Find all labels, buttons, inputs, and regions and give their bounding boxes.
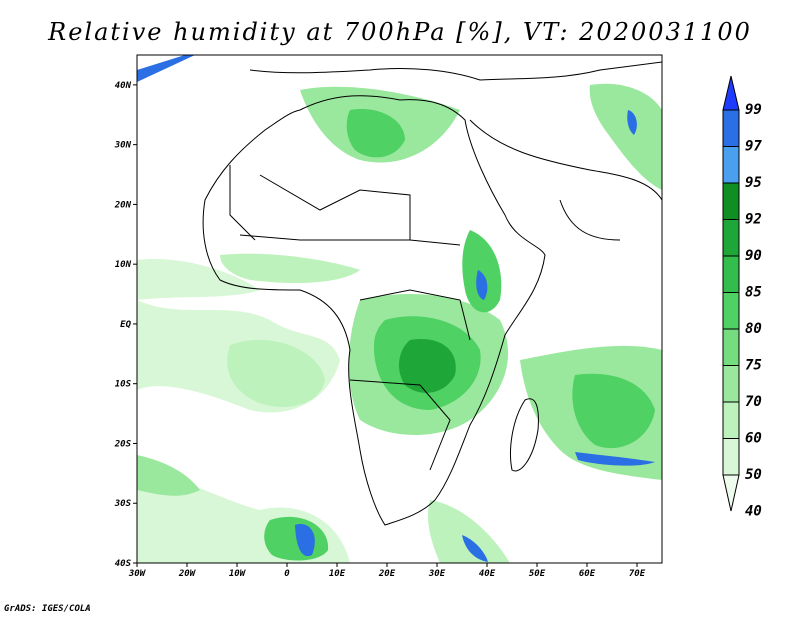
colorbar-top-arrow	[722, 75, 740, 111]
colorbar-box	[722, 438, 740, 476]
northwest-corner-band	[137, 55, 195, 82]
lat-tick-label: 40S	[115, 559, 132, 569]
colorbar-label: 40	[745, 504, 762, 520]
colorbar-box	[722, 182, 740, 220]
lon-tick-label: 20W	[178, 569, 197, 579]
lon-tick-label: 30E	[428, 569, 446, 579]
lon-tick-label: 30W	[128, 569, 147, 579]
colorbar-bottom-arrow	[722, 474, 740, 512]
colorbar-box	[722, 365, 740, 403]
lat-tick-label: 30S	[114, 499, 132, 509]
lon-tick-label: 0	[284, 569, 290, 579]
lon-tick-label: 50E	[529, 569, 546, 579]
east-africa-humid	[462, 230, 502, 313]
europe-coast	[249, 61, 662, 81]
lat-tick-label: EQ	[120, 320, 131, 330]
indian-ocean-core	[572, 373, 655, 449]
colorbar-label: 99	[745, 102, 762, 118]
colorbar-label: 60	[745, 431, 762, 447]
lat-tick-label: 30N	[114, 141, 132, 151]
south-indian-blue	[462, 535, 488, 562]
lat-tick-label: 10N	[115, 260, 132, 270]
lon-tick-label: 10W	[229, 569, 247, 579]
middle-east-humid	[589, 83, 662, 190]
colorbar-box	[722, 401, 740, 439]
colorbar-label: 70	[745, 394, 762, 410]
madagascar-coastline	[510, 398, 539, 472]
colorbar-label: 85	[745, 285, 762, 301]
grads-credit: GrADS: IGES/COLA	[4, 604, 91, 614]
arabia-outline	[469, 119, 662, 241]
colorbar-box	[722, 146, 740, 184]
colorbar-label: 92	[745, 212, 762, 228]
southwest-corner-band	[137, 455, 200, 496]
east-africa-blue	[476, 270, 488, 300]
border-line-3	[359, 289, 471, 341]
colorbar-label: 50	[745, 467, 762, 483]
colorbar-box	[722, 255, 740, 293]
border-line-4	[349, 379, 451, 471]
map-title: Relative humidity at 700hPa [%], VT: 202…	[48, 18, 752, 46]
border-line-5	[229, 165, 256, 241]
colorbar-label: 90	[745, 248, 762, 264]
colorbar-box	[722, 328, 740, 366]
lon-tick-label: 10E	[329, 569, 346, 579]
lon-tick-label: 20E	[378, 569, 396, 579]
colorbar-label: 75	[745, 358, 762, 374]
country-borders	[202, 61, 662, 526]
middle-east-blue	[627, 110, 637, 135]
colorbar-label: 95	[745, 175, 762, 191]
plot-frame	[136, 54, 663, 564]
colorbar: 99 97 95 92 90 85 80 75 70 60 50 40	[722, 75, 762, 520]
med-core	[346, 109, 405, 158]
colorbar-label: 97	[745, 139, 762, 155]
indian-ocean-blue	[575, 452, 655, 466]
lon-tick-label: 40E	[479, 569, 496, 579]
colorbar-box	[722, 109, 740, 147]
colorbar-box	[722, 219, 740, 257]
south-indian-band	[428, 500, 510, 563]
lon-tick-label: 60E	[579, 569, 596, 579]
longitude-axis: 30W 20W 10W 0 10E 20E 30E 40E 50E 60E 70E	[128, 563, 646, 579]
colorbar-label: 80	[745, 321, 762, 337]
lat-tick-label: 20N	[114, 200, 132, 210]
lat-tick-label: 40N	[115, 81, 132, 91]
west-africa-strip	[220, 253, 360, 283]
lat-tick-label: 20S	[114, 439, 132, 449]
colorbar-box	[722, 292, 740, 330]
latitude-axis: 40N 30N 20N 10N EQ 10S 20S 30S 40S	[114, 81, 137, 569]
border-line-1	[259, 174, 411, 240]
africa-coastline	[202, 95, 546, 526]
border-line-2	[239, 234, 461, 246]
south-atlantic-blue	[295, 524, 315, 557]
equatorial-atlantic-band	[137, 259, 260, 300]
humidity-shading	[137, 55, 662, 563]
lat-tick-label: 10S	[115, 380, 132, 390]
sw-swirl	[227, 339, 325, 407]
central-africa-dark	[398, 339, 456, 393]
lon-tick-label: 70E	[629, 569, 646, 579]
